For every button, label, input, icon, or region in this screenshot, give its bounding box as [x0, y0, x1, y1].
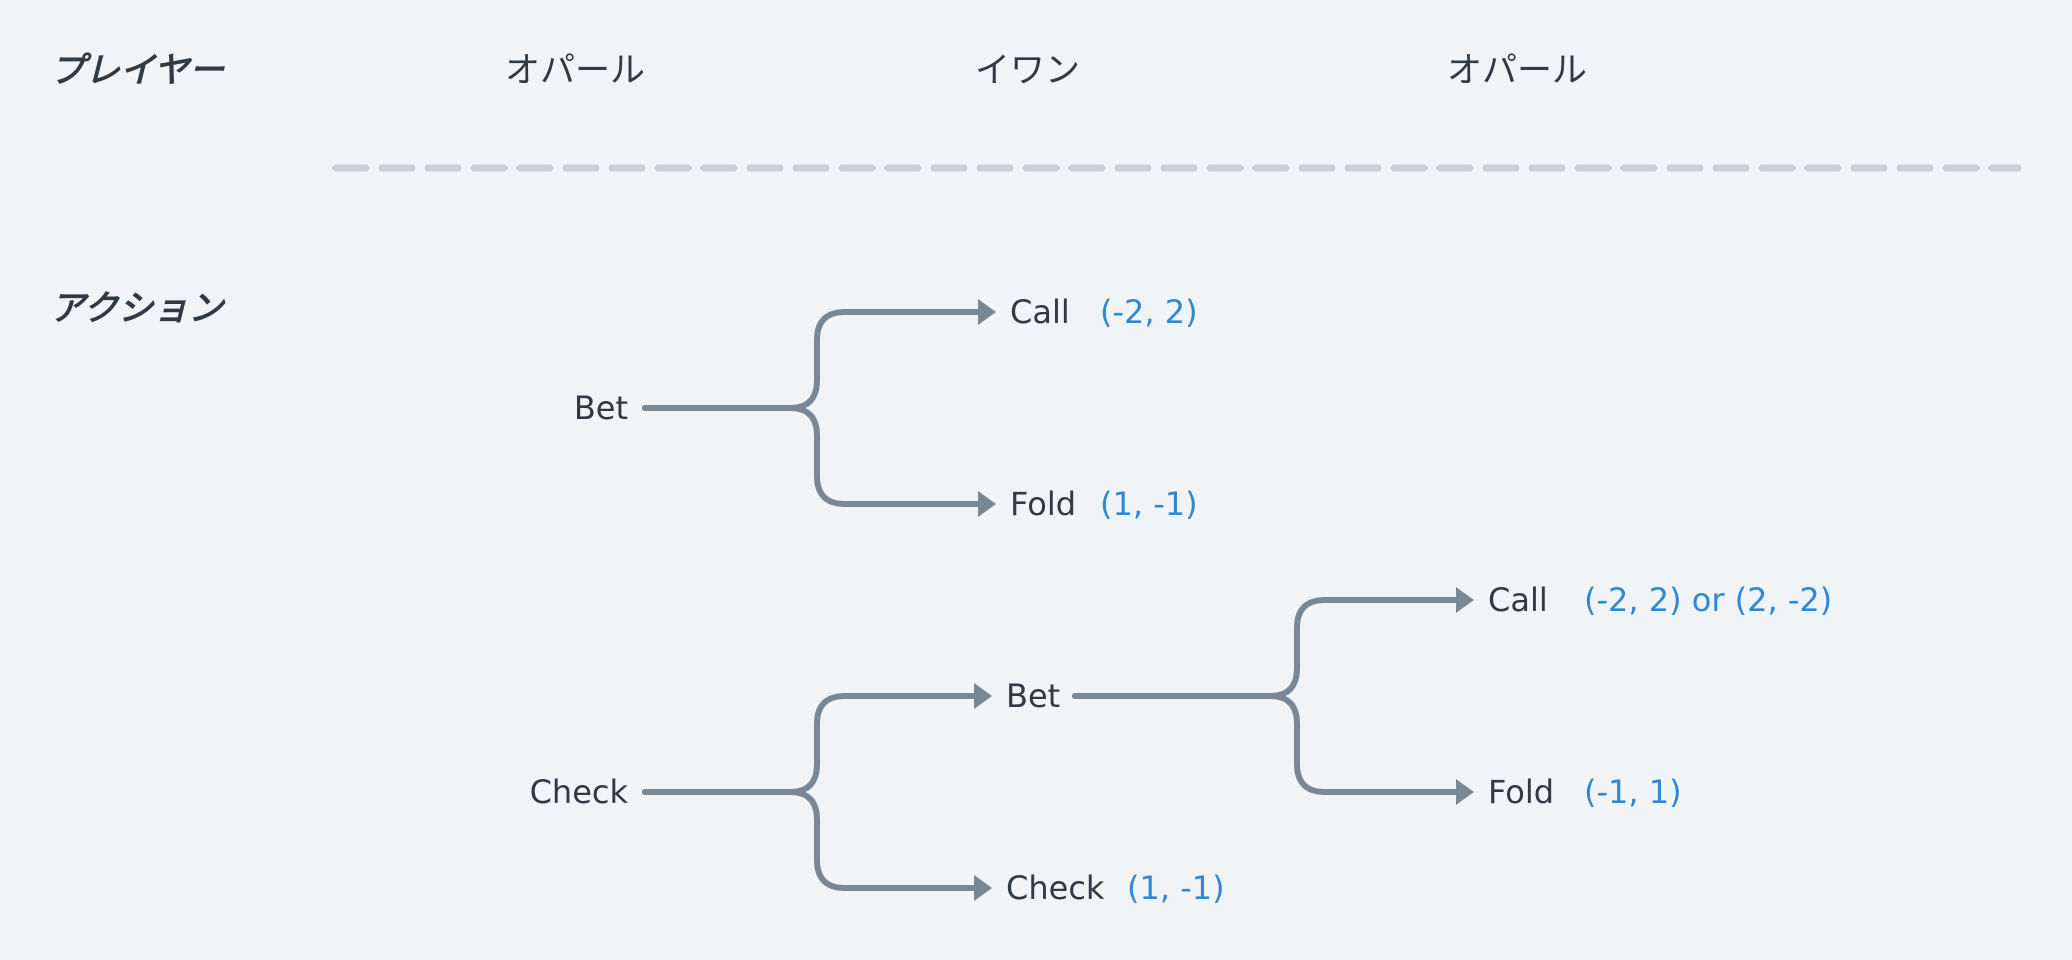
arrow-bet-fold: [978, 491, 996, 517]
payoff-bet-call: (-2, 2): [1100, 293, 1198, 331]
arrow-check-bet-fold: [1456, 779, 1474, 805]
arrow-bet-call: [978, 299, 996, 325]
edge-check-bet-fold: [1072, 693, 1461, 795]
arrow-check-bet: [974, 683, 992, 709]
player-column-1: オパール: [505, 51, 645, 91]
arrow-check-check: [974, 875, 992, 901]
arrow-check-bet-call: [1456, 587, 1474, 613]
payoff-check-bet-fold: (-1, 1): [1584, 773, 1682, 811]
player-column-2: イワン: [975, 51, 1080, 91]
payoff-check-check: (1, -1): [1127, 869, 1225, 907]
node-check-bet: Bet: [1006, 677, 1060, 715]
node-check-check: Check: [1006, 869, 1105, 907]
actions-row-label: アクション: [50, 289, 226, 329]
node-bet-fold: Fold: [1010, 485, 1076, 523]
node-check-bet-fold: Fold: [1488, 773, 1554, 811]
edge-check-bet-call: [1072, 597, 1461, 699]
node-bet-call: Call: [1010, 293, 1070, 331]
node-check: Check: [530, 773, 629, 811]
player-column-3: オパール: [1447, 51, 1587, 91]
payoff-check-bet-call: (-2, 2) or (2, -2): [1584, 581, 1832, 619]
edge-bet-fold: [642, 405, 983, 507]
node-bet: Bet: [574, 389, 628, 427]
payoff-bet-fold: (1, -1): [1100, 485, 1198, 523]
players-row-label: プレイヤー: [50, 51, 225, 91]
node-check-bet-call: Call: [1488, 581, 1548, 619]
edge-bet-call: [642, 309, 983, 411]
edge-check-check: [642, 789, 978, 891]
edge-check-bet: [642, 693, 978, 795]
